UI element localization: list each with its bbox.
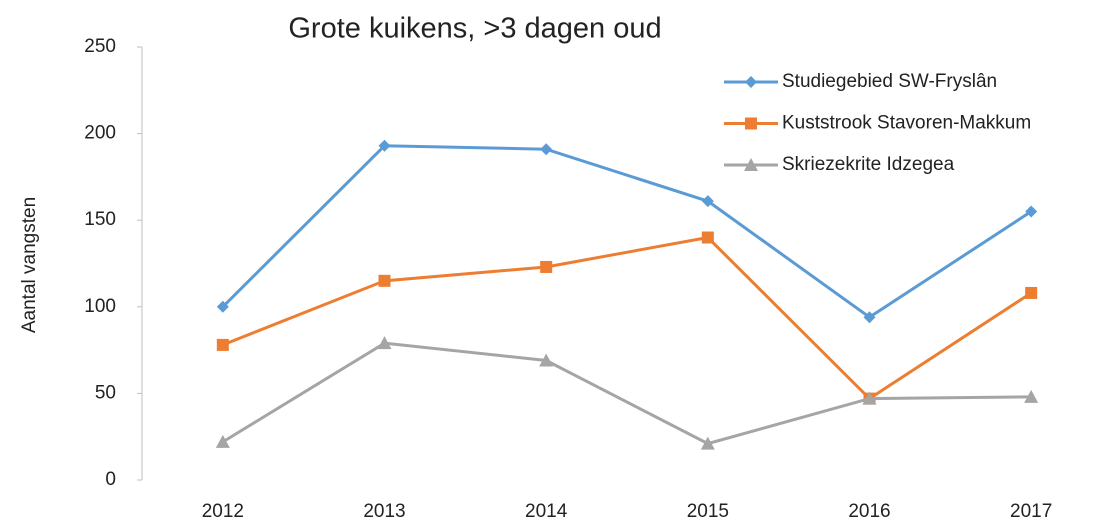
x-tick-label: 2014	[525, 501, 568, 522]
data-point	[377, 336, 392, 350]
data-point	[862, 391, 877, 405]
x-tick-label: 2013	[363, 501, 405, 522]
x-tick-label: 2012	[202, 501, 244, 522]
y-tick-label: 200	[84, 123, 116, 144]
legend-label: Studiegebied SW-Fryslân	[782, 71, 997, 92]
legend-marker	[744, 158, 758, 171]
x-tick-label: 2016	[848, 501, 890, 522]
legend-label: Skriezekrite Idzegea	[782, 154, 955, 175]
x-tick-label: 2015	[687, 501, 729, 522]
legend-marker	[745, 117, 757, 130]
data-point	[378, 274, 391, 287]
x-tick-label: 2017	[1010, 501, 1052, 522]
y-tick-label: 250	[84, 36, 116, 57]
y-axis-label: Aantal vangsten	[19, 197, 40, 333]
data-point	[1024, 389, 1039, 403]
data-point	[215, 434, 230, 448]
series-line	[221, 144, 1032, 320]
data-point	[216, 300, 229, 313]
series-line	[222, 341, 1032, 446]
data-point	[1025, 205, 1038, 218]
data-point	[539, 353, 554, 367]
y-tick-label: 100	[84, 296, 116, 317]
data-point	[700, 436, 715, 450]
data-point	[540, 143, 553, 156]
data-point	[378, 139, 391, 152]
data-point	[863, 311, 876, 324]
chart-title: Grote kuikens, >3 dagen oud	[288, 13, 661, 45]
data-point	[216, 338, 229, 351]
data-point	[701, 195, 714, 208]
series-line	[222, 235, 1032, 401]
y-tick-label: 50	[95, 382, 116, 403]
data-point	[701, 231, 714, 244]
y-tick-label: 0	[105, 469, 116, 490]
legend-marker	[745, 76, 757, 88]
legend-label: Kuststrook Stavoren-Makkum	[782, 113, 1031, 134]
y-tick-label: 150	[84, 209, 116, 230]
data-point	[540, 260, 553, 273]
data-point	[1025, 286, 1038, 299]
